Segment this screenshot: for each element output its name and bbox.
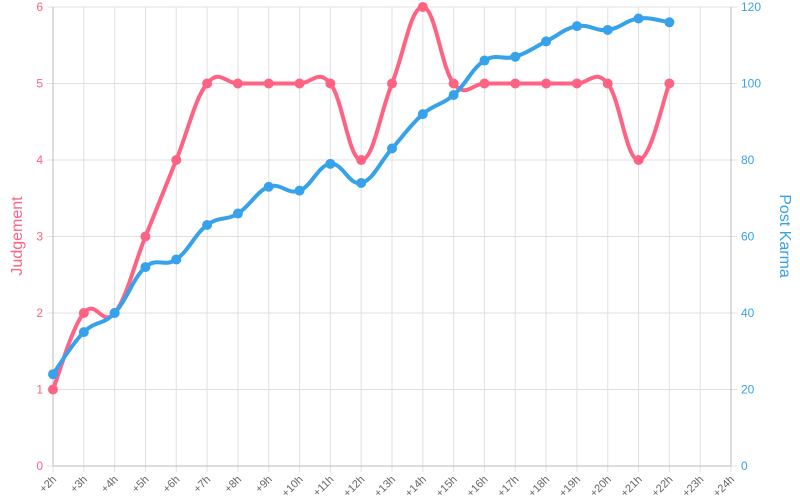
point (140, 262, 151, 273)
point (294, 185, 305, 196)
point (664, 17, 675, 28)
y-tick-label: 6 (36, 0, 43, 14)
x-tick-label: +10h (280, 474, 306, 500)
point (510, 51, 521, 62)
point (479, 78, 490, 89)
point (48, 384, 58, 395)
point (202, 78, 213, 89)
point (571, 78, 582, 89)
point (48, 369, 58, 380)
point (78, 308, 89, 318)
point (664, 78, 675, 89)
point (417, 2, 428, 12)
x-tick-label: +18h (526, 474, 552, 500)
x-tick-label: +14h (403, 474, 429, 500)
y2-tick-label: 100 (741, 77, 761, 91)
x-tick-label: +22h (649, 474, 675, 500)
y-tick-label: 2 (36, 306, 43, 320)
point (263, 78, 274, 89)
y2-tick-label: 20 (741, 383, 755, 397)
point (140, 231, 151, 242)
x-tick-label: +12h (341, 474, 367, 500)
point (263, 181, 274, 192)
point (602, 78, 613, 89)
point (571, 21, 582, 32)
x-tick-label: +7h (192, 474, 214, 496)
point (387, 143, 397, 154)
x-tick-label: +11h (311, 474, 336, 499)
y-axis-title: Judgement (9, 196, 26, 276)
point (387, 78, 397, 89)
x-tick-label: +3h (68, 474, 90, 496)
y2-tick-label: 0 (741, 459, 748, 473)
x-tick-label: +13h (372, 474, 398, 500)
y-tick-label: 1 (36, 383, 43, 397)
x-tick-label: +9h (253, 474, 275, 496)
point (417, 109, 428, 120)
x-tick-label: +19h (557, 474, 583, 500)
point (633, 13, 644, 24)
x-tick-label: +24h (711, 474, 737, 500)
y2-tick-label: 60 (741, 230, 755, 244)
point (325, 158, 336, 169)
point (232, 208, 243, 219)
y2-axis-title: Post Karma (776, 194, 793, 278)
point (294, 78, 305, 89)
x-tick-label: +5h (130, 474, 152, 496)
x-tick-label: +23h (680, 474, 706, 500)
x-tick-label: +21h (619, 474, 645, 500)
point (109, 308, 120, 318)
point (602, 24, 613, 35)
point (541, 78, 552, 89)
point (171, 254, 182, 265)
y2-tick-label: 120 (741, 0, 761, 14)
point (325, 78, 336, 89)
x-tick-label: +8h (222, 474, 244, 496)
x-tick-label: +2h (37, 474, 59, 496)
point (479, 55, 490, 66)
x-tick-label: +15h (434, 474, 460, 500)
y2-tick-label: 80 (741, 153, 755, 167)
point (356, 177, 367, 188)
point (202, 220, 213, 231)
point (356, 155, 367, 165)
point (78, 327, 89, 338)
y-tick-label: 5 (36, 77, 43, 91)
point (171, 155, 182, 165)
x-tick-label: +4h (99, 474, 121, 496)
x-tick-label: +6h (161, 474, 183, 496)
point (448, 89, 459, 100)
point (448, 78, 459, 89)
y-tick-label: 3 (36, 230, 43, 244)
point (541, 36, 552, 47)
y-tick-label: 4 (36, 153, 43, 167)
x-tick-label: +17h (495, 474, 521, 500)
y2-tick-label: 40 (741, 306, 755, 320)
point (510, 78, 521, 89)
point (633, 155, 644, 165)
point (232, 78, 243, 89)
x-tick-label: +16h (465, 474, 491, 500)
y-tick-label: 0 (36, 459, 43, 473)
x-tick-label: +20h (588, 474, 614, 500)
